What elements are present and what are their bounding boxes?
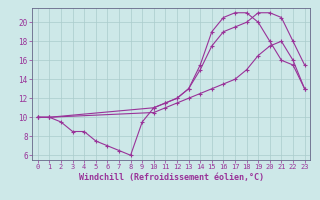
X-axis label: Windchill (Refroidissement éolien,°C): Windchill (Refroidissement éolien,°C) bbox=[79, 173, 264, 182]
